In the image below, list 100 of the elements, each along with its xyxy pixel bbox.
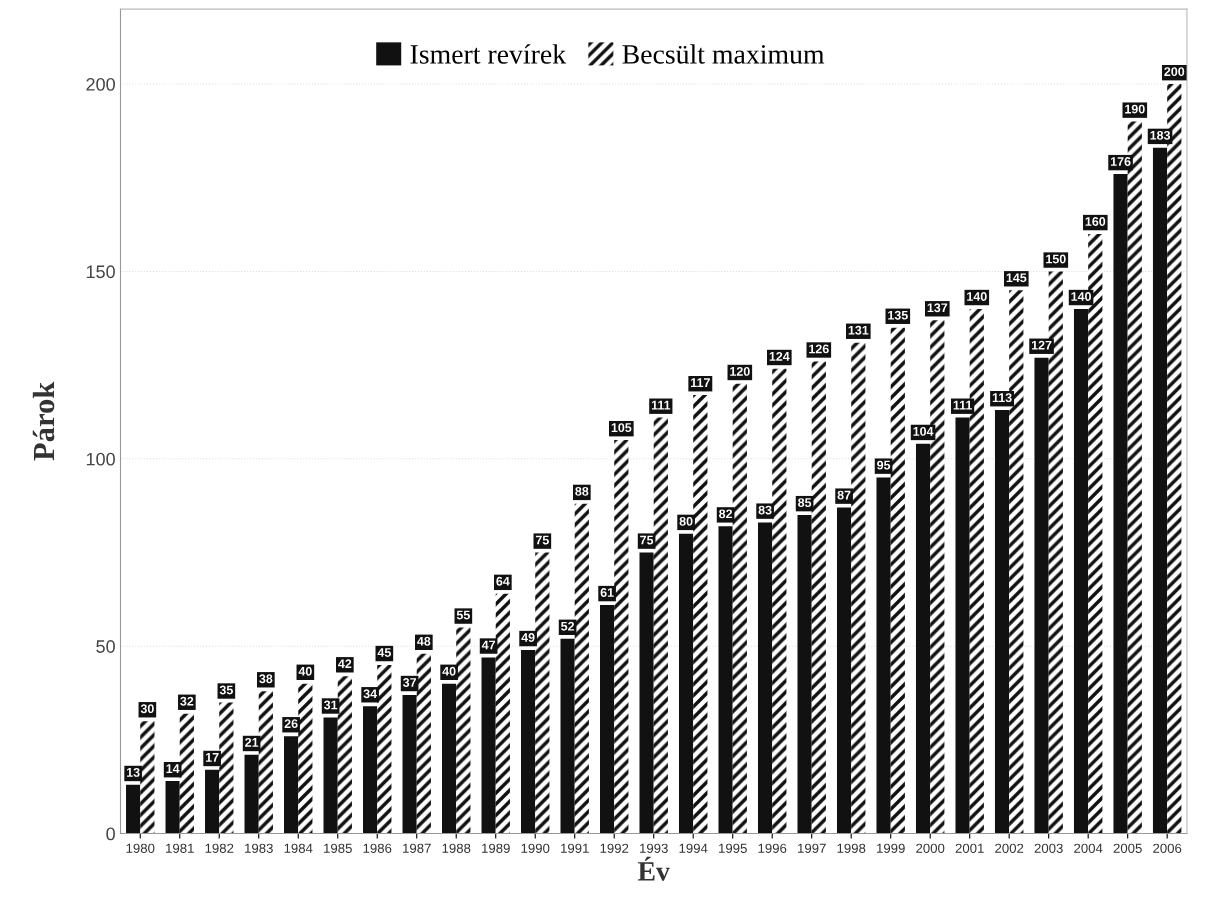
legend-label: Ismert revírek (410, 44, 567, 64)
bar (284, 736, 299, 834)
x-tick-label: 1996 (758, 843, 787, 853)
data-label: 82 (719, 509, 733, 519)
data-label: 34 (363, 689, 378, 699)
x-tick-label: 1990 (521, 843, 550, 853)
data-label: 75 (640, 535, 654, 545)
data-label: 176 (1110, 157, 1131, 166)
bar (560, 638, 575, 834)
x-tick-label: 1997 (798, 843, 826, 853)
data-label: 37 (402, 678, 417, 687)
x-tick-label: 1982 (205, 843, 234, 853)
x-tick-label: 2002 (995, 843, 1024, 853)
data-label: 52 (561, 621, 575, 631)
bar (653, 417, 668, 834)
data-label: 35 (219, 685, 233, 695)
bar (693, 395, 708, 834)
x-tick-label: 1981 (166, 843, 194, 853)
data-label: 83 (758, 505, 772, 515)
y-tick-label: 50 (96, 640, 115, 653)
x-tick-label: 1993 (640, 843, 668, 853)
data-label: 145 (1006, 273, 1027, 283)
bar (955, 417, 970, 834)
data-label: 126 (809, 344, 829, 354)
x-tick-label: 1988 (442, 843, 471, 853)
data-label: 32 (180, 696, 194, 706)
bar (456, 627, 471, 834)
bar (639, 552, 654, 834)
x-tick-label: 1987 (403, 843, 431, 853)
x-tick-label: 2006 (1153, 843, 1182, 853)
data-label: 30 (140, 704, 154, 714)
bar (718, 526, 733, 834)
data-label: 104 (913, 426, 934, 436)
data-label: 140 (1071, 292, 1091, 301)
data-label: 131 (848, 325, 869, 335)
data-label: 17 (205, 753, 219, 762)
bar (797, 515, 812, 834)
data-label: 111 (651, 400, 671, 410)
bar (836, 507, 852, 834)
bar (323, 717, 338, 834)
x-tick-label: 1984 (284, 843, 313, 853)
x-tick-label: 2001 (955, 843, 984, 853)
y-tick-label: 200 (86, 77, 115, 91)
bar (298, 683, 313, 834)
data-label: 111 (953, 400, 972, 410)
bar (442, 683, 457, 834)
x-tick-label: 1998 (837, 843, 866, 853)
data-label: 80 (679, 516, 693, 526)
bar (363, 706, 378, 834)
x-tick-label: 1983 (245, 843, 273, 853)
bar (481, 657, 496, 834)
x-tick-label: 1992 (600, 843, 629, 853)
data-label: 124 (769, 351, 790, 361)
data-label: 160 (1085, 217, 1106, 226)
bar (258, 691, 273, 834)
x-tick-label: 1986 (363, 843, 392, 853)
x-tick-label: 1989 (482, 843, 510, 853)
data-label: 127 (1031, 340, 1052, 350)
y-tick-label: 100 (86, 452, 115, 466)
legend-label: Becsült maximum (622, 44, 825, 64)
data-label: 120 (730, 366, 750, 376)
data-label: 40 (298, 666, 312, 676)
data-label: 150 (1046, 254, 1066, 264)
bar (890, 327, 905, 834)
x-tick-label: 1985 (324, 843, 352, 853)
bar (994, 410, 1010, 834)
x-tick-label: 1980 (126, 843, 155, 853)
data-label: 137 (927, 303, 948, 313)
data-label: 42 (338, 659, 352, 669)
bar (337, 676, 352, 834)
data-label: 200 (1164, 67, 1185, 77)
bar (219, 702, 234, 834)
y-tick-label: 0 (106, 827, 115, 841)
x-tick-label: 1999 (877, 843, 905, 853)
data-label: 13 (126, 767, 140, 777)
data-label: 55 (456, 610, 470, 620)
bar (614, 440, 629, 834)
data-label: 45 (377, 648, 391, 657)
data-label: 87 (837, 490, 851, 500)
bar (416, 653, 431, 834)
x-tick-label: 2005 (1113, 843, 1142, 853)
x-tick-label: 2003 (1034, 843, 1063, 853)
data-label: 26 (284, 719, 298, 729)
data-label: 38 (259, 674, 273, 684)
data-label: 85 (798, 498, 812, 507)
bar (1034, 357, 1049, 834)
x-tick-label: 2004 (1074, 843, 1103, 853)
data-label: 113 (992, 393, 1012, 403)
bar (851, 342, 866, 834)
bar (179, 713, 194, 834)
data-label: 117 (691, 378, 710, 387)
data-label: 47 (481, 640, 496, 650)
data-label: 183 (1150, 130, 1171, 140)
data-label: 49 (521, 633, 535, 642)
bar (757, 522, 773, 834)
data-label: 140 (967, 292, 987, 301)
x-tick-label: 2000 (916, 843, 945, 853)
data-label: 64 (496, 576, 510, 586)
y-tick-label: 150 (86, 265, 115, 279)
data-label: 135 (888, 310, 908, 320)
